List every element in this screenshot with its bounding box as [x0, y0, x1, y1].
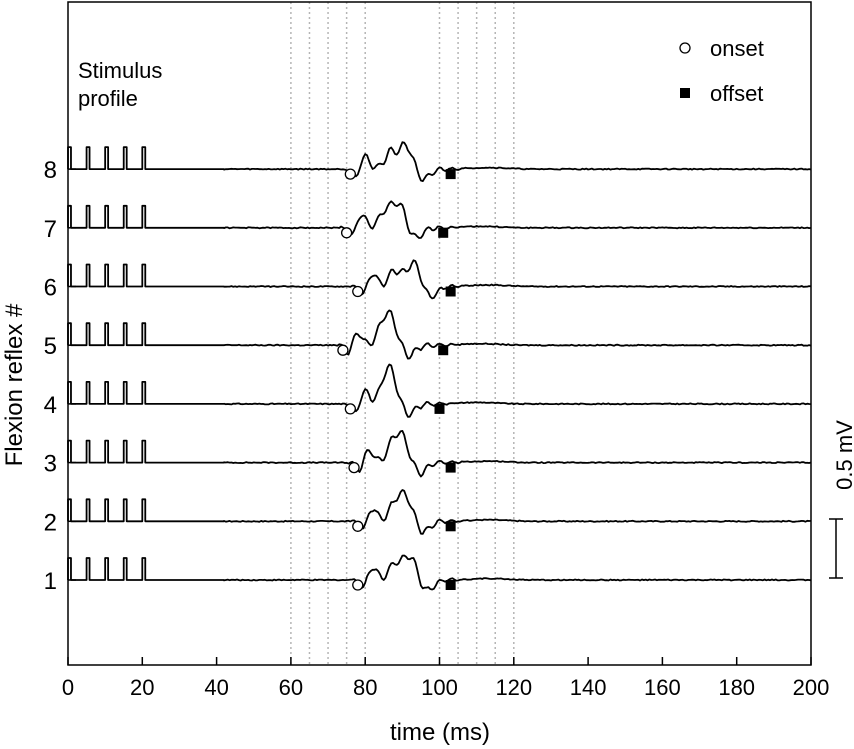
y-tick-label: 1 — [44, 568, 57, 595]
x-tick-label: 100 — [421, 675, 458, 700]
y-tick-label: 4 — [44, 392, 57, 419]
scale-bar: 0.5 mV — [829, 420, 854, 579]
offset-marker-7 — [438, 227, 449, 238]
x-tick-label: 20 — [130, 675, 154, 700]
x-tick-label: 60 — [279, 675, 303, 700]
trace-3 — [67, 430, 812, 478]
onset-offset-markers — [337, 168, 456, 591]
trace-8 — [67, 141, 812, 182]
y-axis-label: Flexion reflex # — [1, 303, 28, 466]
onset-marker-1 — [352, 579, 364, 591]
stimulus-label: Stimulus profile — [78, 58, 168, 111]
trace-1 — [67, 554, 812, 591]
trace-4 — [67, 363, 812, 418]
y-tick-label: 5 — [44, 333, 57, 360]
offset-marker-4 — [434, 403, 445, 414]
x-tick-label: 200 — [793, 675, 830, 700]
onset-marker-7 — [340, 227, 353, 239]
trace-2 — [67, 489, 812, 535]
y-tick-label: 8 — [44, 157, 57, 184]
y-tick-label: 6 — [44, 275, 57, 302]
legend-offset-marker — [680, 88, 690, 98]
trace-6 — [67, 259, 812, 300]
x-tick-label: 80 — [353, 675, 377, 700]
scale-bar-label: 0.5 mV — [832, 420, 854, 490]
legend-offset-label: offset — [710, 81, 763, 106]
y-tick-label: 7 — [44, 216, 57, 243]
offset-marker-1 — [445, 580, 456, 590]
offset-marker-3 — [445, 462, 456, 473]
onset-marker-3 — [348, 461, 360, 474]
grid-lines — [290, 2, 515, 665]
trace-7 — [67, 200, 812, 239]
x-tick-label: 160 — [644, 675, 681, 700]
offset-marker-6 — [445, 286, 456, 297]
legend-onset-label: onset — [710, 36, 764, 61]
y-tick-label: 2 — [44, 509, 57, 536]
x-tick-label: 120 — [495, 675, 532, 700]
onset-marker-2 — [352, 520, 364, 532]
offset-marker-8 — [445, 169, 456, 180]
onset-marker-8 — [344, 168, 356, 180]
onset-marker-6 — [352, 285, 364, 298]
y-axis: 1 2 3 4 5 6 7 8 — [44, 157, 76, 595]
x-tick-label: 0 — [62, 675, 74, 700]
legend-onset-marker — [679, 42, 691, 54]
onset-marker-5 — [337, 344, 349, 356]
offset-marker-2 — [445, 521, 456, 532]
trace-5 — [67, 309, 812, 360]
x-tick-label: 140 — [570, 675, 607, 700]
x-axis-label: time (ms) — [390, 719, 490, 746]
x-tick-label: 40 — [204, 675, 228, 700]
legend: onset offset — [679, 36, 764, 106]
y-tick-label: 3 — [44, 451, 57, 478]
onset-marker-4 — [344, 403, 356, 415]
offset-marker-5 — [438, 345, 449, 356]
reflex-traces — [67, 141, 812, 591]
x-axis: 0 20 40 60 80 100 120 140 160 180 200 — [62, 657, 829, 700]
x-tick-label: 180 — [718, 675, 755, 700]
